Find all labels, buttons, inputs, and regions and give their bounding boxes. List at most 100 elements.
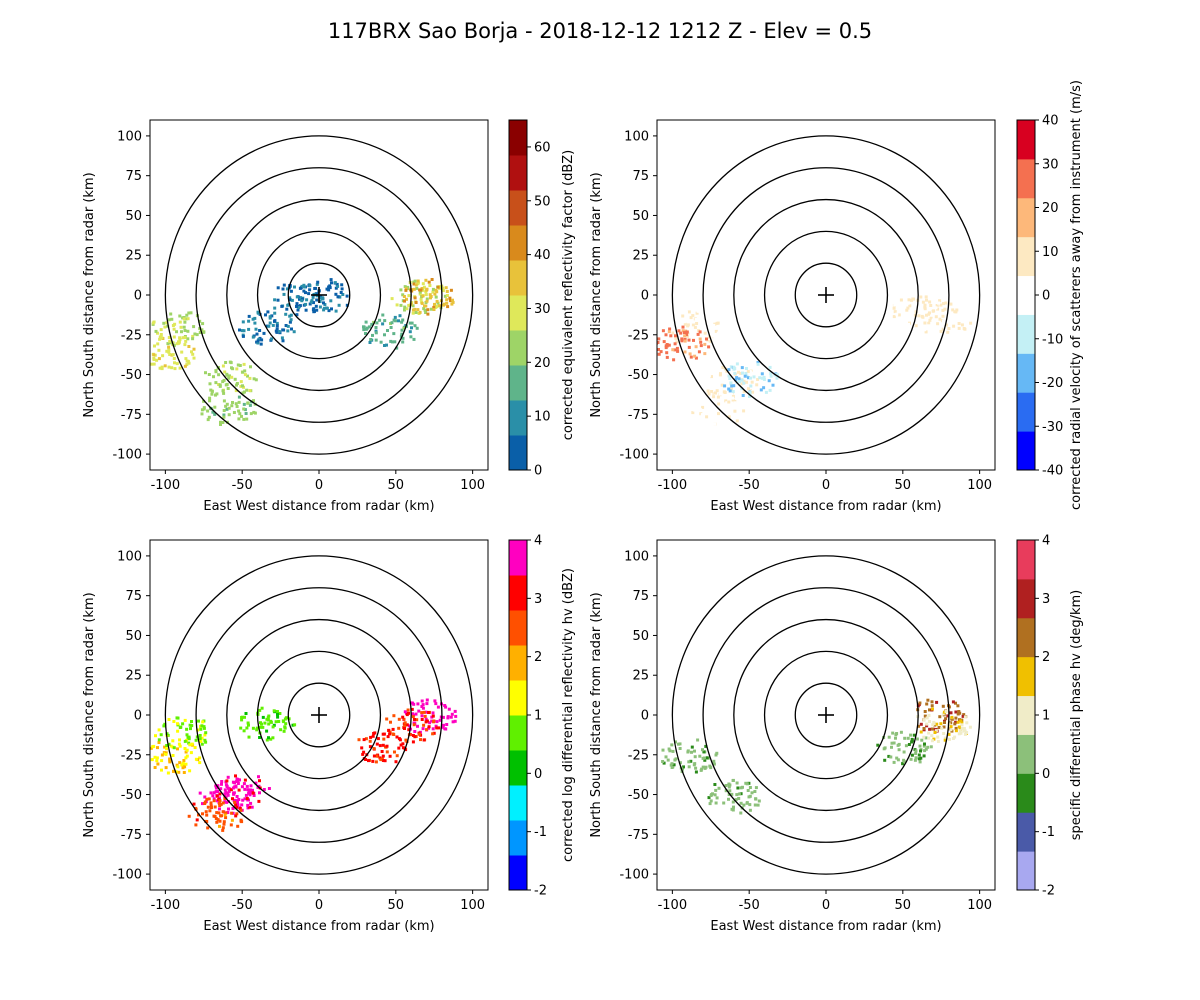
y-tick-label: 25: [125, 669, 142, 684]
echo-gate: [771, 383, 775, 387]
echo-gate: [447, 707, 451, 711]
echo-gate: [427, 726, 431, 730]
echo-gate: [451, 300, 455, 304]
echo-gate: [239, 380, 243, 384]
echo-gate: [703, 766, 707, 770]
echo-gate: [327, 288, 331, 292]
echo-gate: [345, 303, 349, 307]
echo-gate: [709, 411, 713, 415]
echo-gate: [184, 756, 188, 760]
echo-gate: [295, 302, 299, 306]
echo-gate: [163, 364, 167, 368]
echo-cluster: [916, 707, 972, 743]
echo-gate: [243, 369, 247, 373]
echo-gate: [683, 322, 687, 326]
echo-gate: [290, 327, 293, 331]
echo-gate: [899, 298, 903, 302]
range-ring: [226, 198, 412, 392]
echo-gate: [921, 300, 925, 304]
colorbar-tick-label: 40: [534, 248, 551, 263]
echo-gate: [289, 318, 293, 322]
echo-gate: [918, 760, 922, 764]
echo-gate: [408, 321, 412, 325]
echo-gate: [271, 323, 275, 327]
echo-gate: [941, 704, 945, 708]
echo-gate: [316, 280, 320, 284]
echo-gate: [664, 346, 668, 350]
y-axis-label: North South distance from radar (km): [82, 592, 97, 837]
echo-gate: [714, 391, 717, 395]
echo-gate: [414, 712, 418, 716]
echo-gate: [275, 321, 279, 325]
echo-cluster: [204, 360, 258, 395]
echo-gate: [175, 342, 179, 346]
echo-gate: [732, 805, 735, 809]
echo-gate: [892, 760, 896, 764]
echo-gate: [737, 792, 741, 796]
echo-gate: [401, 318, 405, 322]
echo-gate: [239, 808, 243, 812]
echo-gate: [903, 297, 907, 301]
echo-cluster: [707, 778, 761, 815]
echo-gate: [451, 720, 455, 724]
echo-gate: [194, 757, 198, 761]
echo-gate: [727, 785, 731, 789]
echo-gate: [218, 799, 222, 803]
echo-gate: [254, 378, 258, 382]
echo-gate: [334, 286, 338, 290]
echo-gate: [941, 314, 945, 318]
echo-gate: [240, 820, 244, 824]
echo-gate: [907, 298, 911, 302]
echo-gate: [935, 304, 939, 307]
echo-gate: [295, 305, 298, 308]
echo-gate: [890, 745, 893, 749]
echo-gate: [742, 409, 746, 413]
echo-gate: [671, 331, 675, 335]
echo-gate: [391, 340, 394, 344]
echo-gate: [185, 754, 189, 758]
echo-gate: [211, 410, 215, 414]
echo-gate: [936, 740, 940, 743]
echo-gate: [683, 337, 687, 341]
echo-gate: [200, 742, 204, 746]
echo-gate: [234, 784, 238, 788]
echo-gate: [712, 759, 716, 763]
colorbar-frame: [508, 119, 528, 471]
echo-gate: [738, 403, 742, 407]
echo-gate: [213, 405, 217, 409]
echo-gate: [685, 330, 689, 334]
echo-gate: [914, 749, 918, 753]
echo-gate: [682, 765, 685, 769]
colorbar-segment: [509, 785, 527, 821]
echo-gate: [949, 721, 953, 725]
echo-gate: [736, 786, 740, 790]
echo-gate: [424, 278, 428, 282]
echo-gate: [925, 702, 929, 706]
echo-gate: [267, 787, 271, 790]
colorbar-tick-label: 0: [534, 767, 542, 782]
echo-gate: [954, 726, 958, 730]
echo-gate: [710, 338, 714, 342]
echo-gate: [729, 422, 732, 426]
echo-gate: [204, 810, 208, 814]
echo-gate: [177, 770, 181, 774]
echo-gate: [200, 328, 204, 332]
echo-gate: [398, 314, 402, 318]
echo-gate: [446, 715, 450, 719]
echo-gate: [420, 301, 424, 305]
echo-gate: [434, 702, 438, 706]
x-tick-label: -50: [232, 478, 253, 493]
echo-gate: [738, 380, 742, 384]
echo-gate: [733, 409, 737, 413]
echo-gate: [445, 298, 449, 302]
echo-gate: [691, 411, 695, 415]
echo-gate: [689, 316, 693, 320]
echo-gate: [909, 757, 913, 761]
echo-gate: [400, 328, 404, 332]
echo-gate: [741, 371, 744, 375]
echo-gate: [944, 710, 948, 713]
echo-gate: [657, 348, 660, 351]
echo-gate: [215, 820, 219, 824]
y-tick-label: 50: [125, 629, 142, 644]
echo-gate: [731, 396, 735, 400]
